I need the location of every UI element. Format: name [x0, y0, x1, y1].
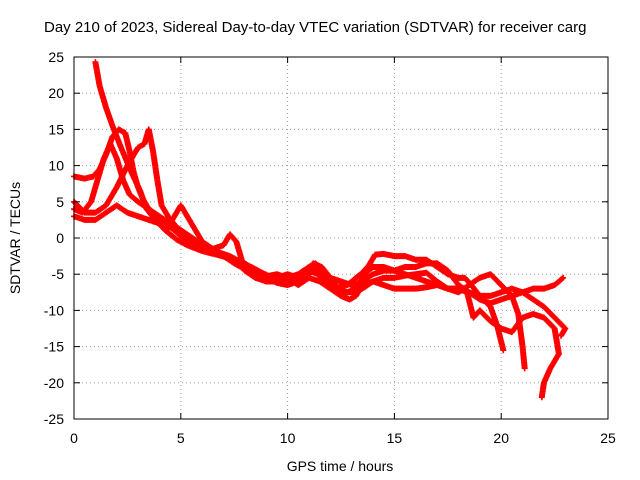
axis-ticks: -25 -20 -15 -10 -5 0 5 10 15 20 25 0 5 10 15 20 25: [44, 49, 616, 446]
data-series: [71, 59, 569, 401]
data-point: [560, 274, 567, 281]
x-tick-label: 5: [177, 430, 185, 446]
y-tick-label: 5: [56, 194, 64, 210]
data-point: [521, 365, 528, 372]
y-tick-label: 15: [48, 121, 64, 137]
series-s4: [71, 202, 562, 401]
data-point: [538, 394, 545, 401]
y-tick-label: 10: [48, 158, 64, 174]
x-axis-label: GPS time / hours: [287, 458, 394, 474]
x-tick-label: 10: [280, 430, 296, 446]
y-tick-label: -20: [44, 375, 64, 391]
y-tick-label: -25: [44, 411, 64, 427]
series-s1: [92, 59, 507, 354]
x-tick-label: 20: [493, 430, 509, 446]
data-point: [558, 332, 565, 339]
series-s5: [71, 140, 569, 339]
y-tick-label: 25: [48, 49, 64, 65]
y-tick-label: -5: [52, 266, 65, 282]
plot-grid: [74, 57, 608, 419]
x-tick-label: 0: [70, 430, 78, 446]
x-tick-label: 15: [387, 430, 403, 446]
y-axis-label: SDTVAR / TECUs: [7, 182, 23, 294]
data-point: [500, 347, 507, 354]
x-tick-label: 25: [600, 430, 616, 446]
y-tick-label: 0: [56, 230, 64, 246]
y-tick-label: -10: [44, 302, 64, 318]
chart-title: Day 210 of 2023, Sidereal Day-to-day VTE…: [44, 19, 586, 36]
y-tick-label: -15: [44, 339, 64, 355]
data-point: [559, 275, 566, 282]
series-s2: [71, 126, 528, 372]
y-tick-label: 20: [48, 85, 64, 101]
